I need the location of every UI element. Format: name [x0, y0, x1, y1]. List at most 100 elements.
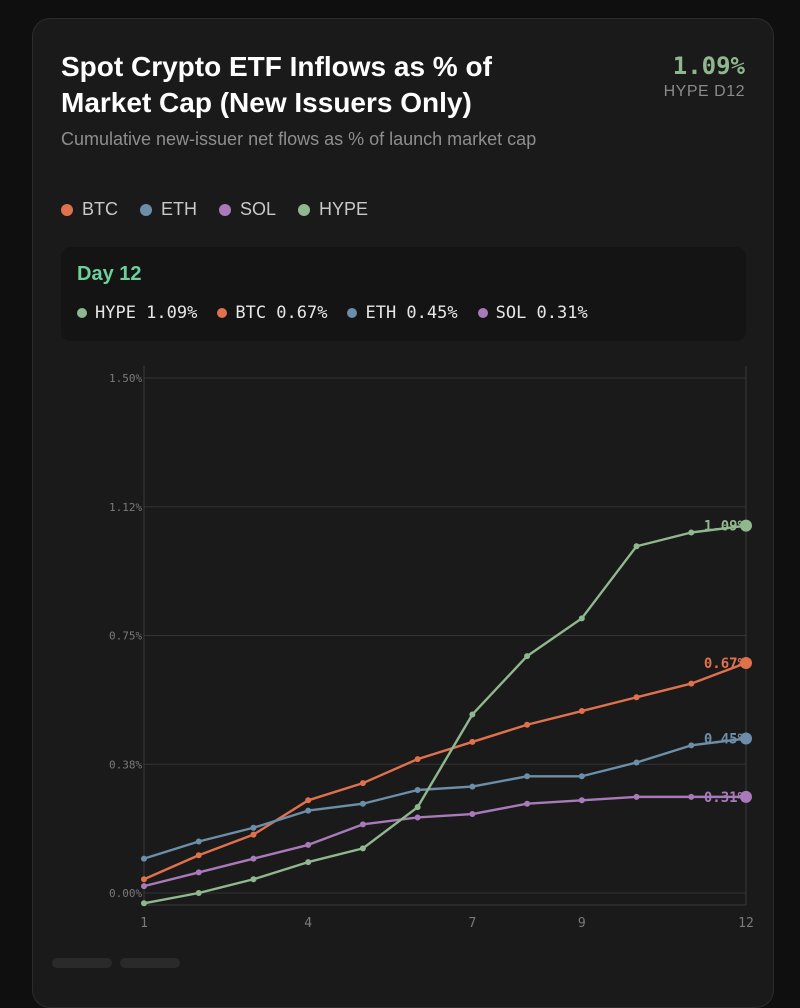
x-tick-label: 7: [468, 916, 476, 931]
series-line-btc: [143, 661, 747, 881]
chart-subtitle: Cumulative new-issuer net flows as % of …: [61, 129, 537, 149]
data-point-sol: [740, 790, 752, 803]
data-point-btc: [633, 694, 640, 701]
legend-item-hype[interactable]: HYPE: [298, 199, 368, 220]
y-tick-label: 1.12%: [109, 501, 142, 514]
hero-stat: 1.09% HYPE D12: [664, 51, 745, 103]
data-point-eth: [359, 800, 366, 807]
series-line-sol: [143, 795, 746, 888]
data-point-btc: [305, 797, 312, 804]
legend-label: HYPE: [319, 199, 369, 219]
data-point-btc: [469, 738, 476, 745]
data-point-eth: [524, 773, 531, 780]
data-point-hype: [195, 890, 202, 896]
data-point-sol: [359, 821, 366, 828]
hover-tooltip: Day 12 HYPE 1.09% BTC 0.67% ETH 0.45% SO…: [61, 247, 746, 341]
tooltip-swatch: [77, 308, 87, 318]
tooltip-swatch: [347, 308, 358, 318]
data-point-btc: [195, 852, 202, 859]
y-tick-label: 1.50%: [109, 372, 142, 385]
tooltip-row-label: BTC 0.67%: [235, 303, 328, 323]
legend: BTC ETH SOL HYPE: [61, 199, 368, 220]
chart-card: Spot Crypto ETF Inflows as % of Market C…: [32, 18, 774, 1008]
legend-label: BTC: [82, 199, 118, 219]
data-point-eth: [414, 787, 421, 793]
hero-value: 1.09%: [672, 52, 745, 80]
legend-swatch: [298, 203, 311, 216]
tooltip-row-label: ETH 0.45%: [365, 303, 458, 323]
legend-label: SOL: [240, 199, 277, 219]
tooltip-row-eth: ETH 0.45%: [347, 303, 458, 323]
data-point-sol: [305, 841, 312, 848]
tooltip-row-btc: BTC 0.67%: [217, 303, 327, 323]
data-point-hype: [250, 876, 257, 883]
data-point-eth: [195, 838, 202, 845]
legend-item-btc[interactable]: BTC: [61, 199, 118, 220]
data-point-btc: [414, 756, 421, 763]
data-point-sol: [414, 814, 421, 821]
data-point-sol: [469, 811, 476, 818]
data-point-eth: [688, 742, 695, 749]
data-point-eth: [740, 732, 752, 745]
data-point-btc: [688, 680, 695, 687]
x-tick-label: 4: [304, 916, 312, 931]
data-point-eth: [305, 807, 312, 814]
tooltip-title: Day 12: [77, 263, 142, 285]
data-point-btc: [740, 656, 752, 669]
data-point-hype: [633, 543, 640, 550]
data-point-sol: [578, 797, 585, 804]
data-point-eth: [633, 759, 640, 766]
data-point-btc: [524, 721, 531, 728]
x-tick-label: 12: [738, 916, 754, 931]
series-line-hype: [143, 524, 747, 905]
data-point-btc: [141, 876, 147, 883]
y-tick-label: 0.00%: [109, 887, 142, 900]
series-line-eth: [143, 737, 747, 860]
x-tick-label: 1: [140, 916, 148, 931]
line-chart: 0.00% 0.38% 0.75% 1.12% 1.50% 1 4 7 9 12 0.67% 0.45…: [109, 366, 754, 931]
end-value-label-hype: 1.09%: [704, 519, 747, 535]
tooltip-swatch: [477, 308, 488, 318]
data-point-sol: [633, 793, 640, 800]
data-point-eth: [141, 855, 147, 862]
pagination-stub: [52, 958, 112, 968]
data-point-hype: [688, 529, 695, 536]
hero-label: HYPE D12: [663, 83, 745, 100]
data-point-hype: [414, 804, 421, 811]
legend-label: ETH: [161, 199, 197, 219]
data-point-hype: [524, 653, 531, 660]
tooltip-swatch: [217, 308, 228, 318]
legend-item-eth[interactable]: ETH: [140, 199, 197, 220]
x-tick-label: 9: [578, 916, 586, 931]
tooltip-row-label: SOL 0.31%: [495, 303, 588, 323]
legend-swatch: [140, 203, 152, 216]
data-point-sol: [195, 869, 202, 876]
end-value-label-sol: 0.31%: [704, 790, 747, 806]
data-point-eth: [250, 824, 257, 831]
data-point-eth: [469, 783, 476, 790]
data-point-btc: [359, 780, 366, 787]
data-point-hype: [578, 615, 585, 622]
chart-title: Spot Crypto ETF Inflows as % of Market C…: [61, 51, 492, 118]
legend-swatch: [61, 203, 73, 216]
data-point-eth: [578, 773, 585, 780]
data-point-btc: [250, 831, 257, 838]
data-point-sol: [141, 883, 147, 890]
data-point-sol: [250, 855, 257, 862]
data-point-hype: [305, 859, 312, 866]
legend-item-sol[interactable]: SOL: [219, 199, 276, 220]
end-value-label-btc: 0.67%: [704, 656, 747, 672]
legend-swatch: [219, 203, 231, 216]
data-point-sol: [688, 793, 695, 800]
y-tick-label: 0.75%: [109, 630, 142, 643]
tooltip-row-label: HYPE 1.09%: [95, 303, 198, 323]
data-point-hype: [469, 711, 476, 718]
pagination-stub: [120, 958, 180, 968]
tooltip-rows: HYPE 1.09% BTC 0.67% ETH 0.45% SOL 0.31%: [77, 303, 588, 323]
data-point-hype: [359, 845, 366, 852]
data-point-sol: [524, 800, 531, 807]
end-value-label-eth: 0.45%: [704, 732, 747, 748]
data-point-btc: [578, 708, 585, 715]
data-point-hype: [740, 519, 752, 532]
y-tick-label: 0.38%: [109, 758, 142, 771]
